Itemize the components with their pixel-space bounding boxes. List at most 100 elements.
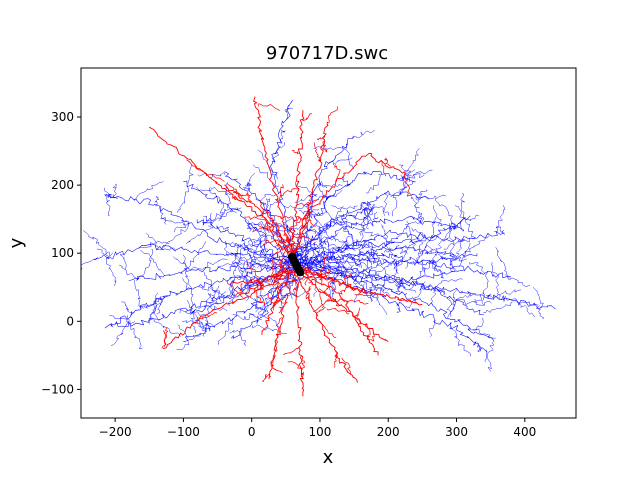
twig — [173, 222, 189, 233]
twig — [404, 220, 422, 226]
twig — [343, 244, 377, 249]
branch-1 — [149, 126, 292, 252]
branch-22 — [128, 263, 291, 281]
twig — [338, 213, 348, 221]
twig — [345, 284, 356, 291]
branch-17 — [230, 268, 291, 285]
twig — [274, 339, 278, 352]
x-tick-label: −100 — [167, 425, 200, 439]
twig — [153, 292, 159, 320]
twig — [330, 235, 356, 251]
twig — [483, 301, 513, 314]
twig — [486, 294, 517, 301]
twig — [218, 202, 225, 222]
twig — [315, 222, 336, 242]
twig — [477, 342, 481, 352]
branch-15 — [297, 215, 464, 260]
twig — [275, 266, 302, 284]
twig — [271, 364, 283, 373]
twig — [292, 234, 318, 241]
twig — [326, 308, 350, 315]
plot-frame — [80, 67, 577, 419]
twig — [275, 239, 297, 247]
twig — [414, 196, 423, 222]
x-axis-label: x — [323, 447, 334, 468]
twig — [447, 300, 458, 318]
twig — [366, 264, 392, 279]
twig — [121, 301, 135, 313]
x-tick-label: −200 — [99, 425, 132, 439]
branch-2 — [104, 260, 289, 329]
twig — [354, 254, 373, 285]
twig — [160, 218, 188, 224]
twig — [341, 176, 349, 187]
twig — [289, 227, 295, 241]
twig — [494, 205, 506, 232]
twig — [274, 247, 283, 255]
branch-4 — [94, 244, 292, 264]
twig — [318, 247, 350, 262]
y-axis-label: y — [6, 237, 27, 248]
soma — [287, 252, 305, 277]
twig — [276, 317, 283, 338]
twig — [202, 303, 212, 337]
twig — [365, 323, 371, 340]
twig — [454, 205, 476, 238]
twig — [431, 216, 437, 237]
twig — [515, 299, 536, 318]
twig — [209, 186, 223, 205]
twig — [473, 294, 482, 302]
chart-title: 970717D.swc — [266, 43, 388, 64]
y-tick-label: −100 — [41, 382, 74, 396]
twig — [359, 204, 368, 212]
twig — [246, 253, 279, 270]
twig — [295, 199, 320, 207]
twig — [247, 278, 259, 284]
twig — [196, 186, 232, 196]
twig — [177, 324, 189, 338]
branch-25 — [295, 245, 457, 264]
twig — [218, 318, 234, 345]
twig — [449, 239, 465, 273]
twig — [304, 212, 311, 229]
branch-6 — [270, 99, 297, 258]
twig — [325, 209, 337, 225]
twig — [148, 296, 161, 324]
twig — [424, 249, 434, 255]
twig — [295, 255, 312, 261]
twig — [227, 183, 238, 195]
twig — [380, 224, 390, 253]
twig — [455, 298, 492, 306]
twig — [354, 238, 372, 264]
twig — [311, 263, 346, 269]
twig — [331, 205, 358, 210]
twig — [388, 278, 403, 283]
twig — [326, 239, 345, 253]
twig — [319, 234, 325, 271]
twig — [208, 210, 237, 227]
soma-body — [287, 252, 305, 277]
twig — [259, 303, 267, 317]
twig — [369, 275, 375, 303]
twig — [179, 309, 210, 317]
twig — [187, 160, 194, 184]
twig — [372, 205, 390, 216]
twig — [265, 198, 270, 212]
twig — [328, 266, 338, 302]
twig — [433, 262, 444, 279]
twig — [359, 253, 373, 262]
twig — [185, 226, 214, 244]
twig — [323, 240, 333, 253]
branch-12 — [296, 267, 488, 353]
twig — [338, 264, 344, 277]
twig — [236, 257, 253, 277]
twig — [316, 306, 326, 317]
twig — [336, 217, 357, 246]
twig — [204, 305, 228, 312]
twig — [83, 230, 110, 257]
twig — [421, 284, 431, 290]
twig — [395, 281, 405, 292]
twig — [260, 246, 267, 256]
twig — [242, 183, 252, 190]
twig — [436, 288, 445, 296]
